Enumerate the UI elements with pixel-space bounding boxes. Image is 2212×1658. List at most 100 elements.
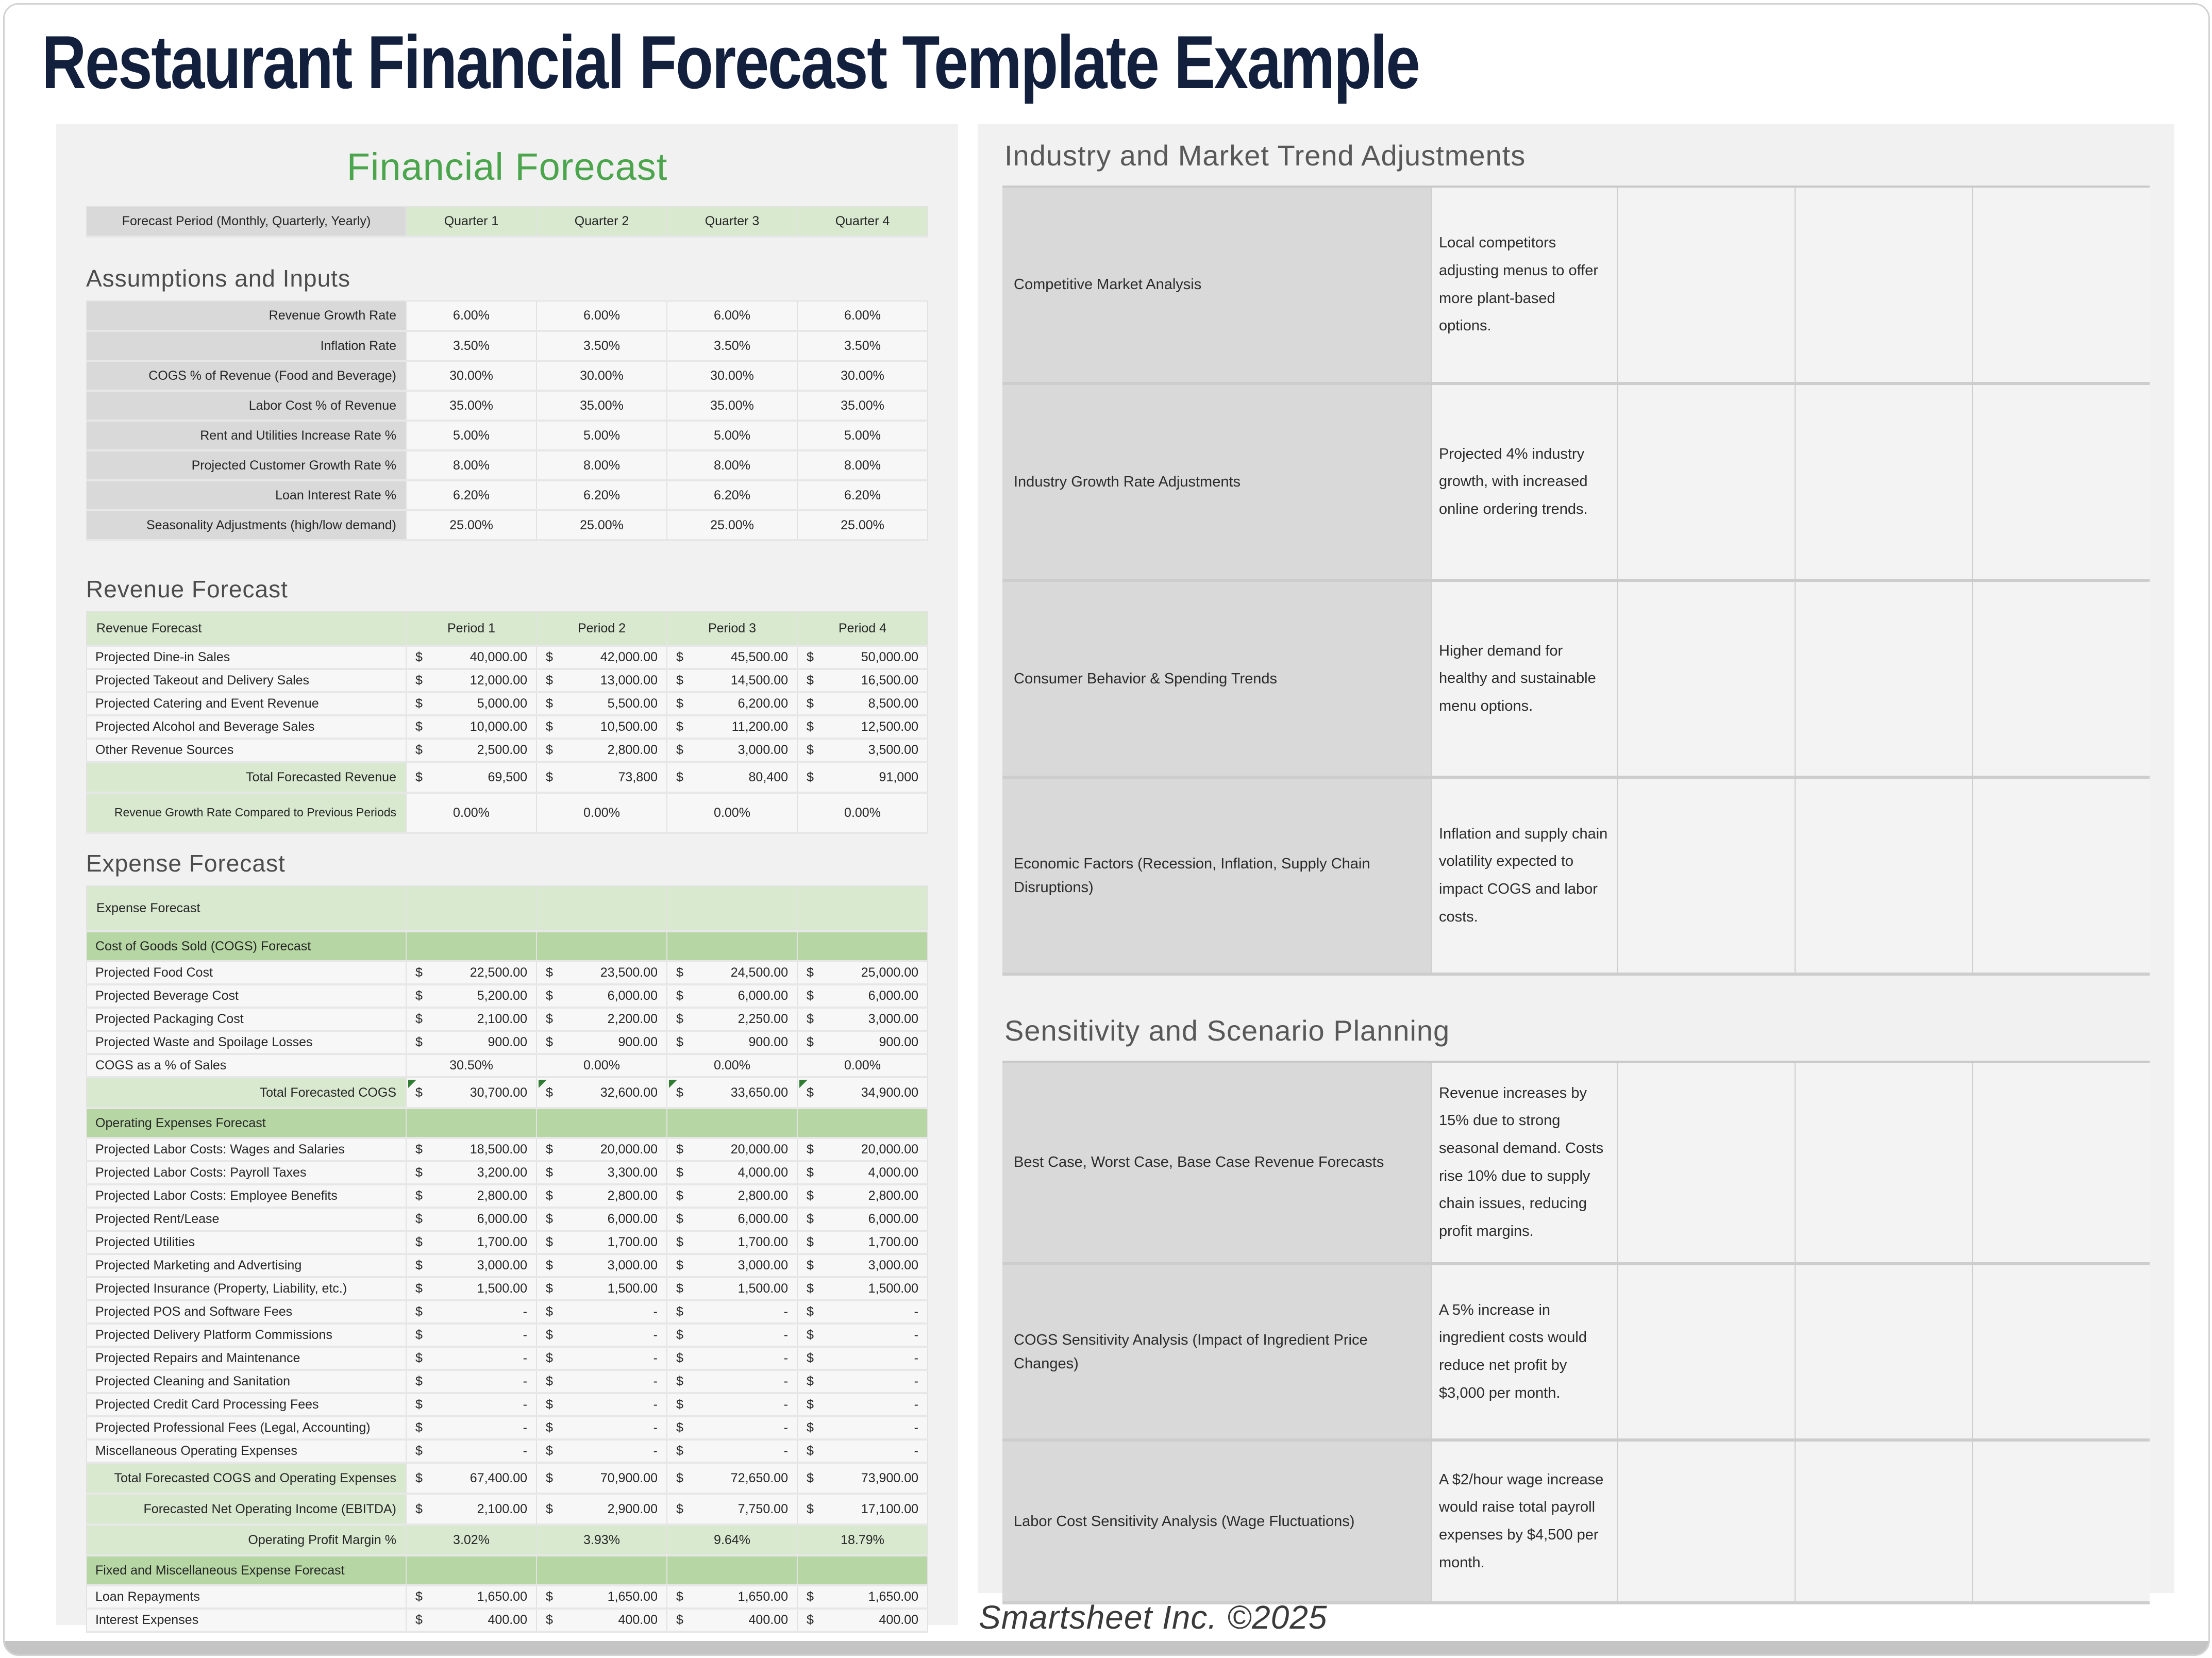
currency-cell[interactable]: $73,900.00 bbox=[797, 1462, 928, 1495]
currency-cell[interactable]: $ - bbox=[666, 1346, 798, 1371]
currency-cell[interactable]: $ - bbox=[666, 1300, 798, 1325]
empty-cell[interactable] bbox=[1795, 187, 1972, 385]
currency-cell[interactable]: $900.00 bbox=[406, 1030, 537, 1055]
empty-cell[interactable] bbox=[1972, 187, 2150, 385]
note-row-label[interactable]: Industry Growth Rate Adjustments bbox=[1002, 383, 1431, 582]
subsection-empty-cell[interactable] bbox=[406, 1108, 537, 1139]
empty-cell[interactable] bbox=[1795, 1440, 1972, 1604]
note-row-label[interactable]: Competitive Market Analysis bbox=[1002, 187, 1431, 385]
currency-cell[interactable]: $14,500.00 bbox=[666, 668, 798, 693]
note-text-cell[interactable]: Local competitors adjusting menus to off… bbox=[1431, 187, 1618, 385]
row-label[interactable]: Projected Repairs and Maintenance bbox=[86, 1346, 407, 1371]
currency-cell[interactable]: $22,500.00 bbox=[406, 961, 537, 985]
empty-cell[interactable] bbox=[1795, 1062, 1972, 1265]
percent-cell[interactable]: 0.00% bbox=[406, 792, 537, 834]
percent-cell[interactable]: 30.00% bbox=[797, 360, 928, 392]
currency-cell[interactable]: $16,500.00 bbox=[797, 668, 928, 693]
currency-cell[interactable]: $1,500.00 bbox=[406, 1277, 537, 1301]
total-row-label[interactable]: Total Forecasted COGS bbox=[86, 1077, 407, 1109]
currency-cell[interactable]: $6,000.00 bbox=[666, 984, 798, 1009]
currency-cell[interactable]: $2,800.00 bbox=[406, 1184, 537, 1209]
header-empty-cell[interactable] bbox=[536, 885, 667, 932]
currency-cell[interactable]: $ - bbox=[406, 1416, 537, 1441]
currency-cell[interactable]: $80,400 bbox=[666, 761, 798, 794]
percent-cell[interactable]: 8.00% bbox=[666, 450, 798, 481]
currency-cell[interactable]: $ - bbox=[797, 1369, 928, 1394]
row-label[interactable]: Projected Labor Costs: Payroll Taxes bbox=[86, 1161, 407, 1185]
row-label[interactable]: Projected Utilities bbox=[86, 1230, 407, 1255]
currency-cell[interactable]: $ - bbox=[666, 1439, 798, 1464]
currency-cell[interactable]: $2,100.00 bbox=[406, 1007, 537, 1032]
currency-cell[interactable]: $ - bbox=[406, 1393, 537, 1417]
expense-table-title[interactable]: Expense Forecast bbox=[86, 885, 407, 932]
currency-cell[interactable]: $ - bbox=[797, 1416, 928, 1441]
currency-cell[interactable]: $12,000.00 bbox=[406, 668, 537, 693]
currency-cell[interactable]: $1,700.00 bbox=[797, 1230, 928, 1255]
currency-cell[interactable]: $20,000.00 bbox=[666, 1137, 798, 1162]
percent-cell[interactable]: 30.50% bbox=[406, 1053, 537, 1078]
percent-cell[interactable]: 35.00% bbox=[666, 390, 798, 422]
currency-cell[interactable]: $3,000.00 bbox=[797, 1007, 928, 1032]
currency-cell[interactable]: $900.00 bbox=[666, 1030, 798, 1055]
percent-cell[interactable]: 6.20% bbox=[536, 480, 667, 511]
percent-cell[interactable]: 25.00% bbox=[406, 510, 537, 541]
row-label[interactable]: Projected Alcohol and Beverage Sales bbox=[86, 715, 407, 740]
row-label[interactable]: Projected Packaging Cost bbox=[86, 1007, 407, 1032]
currency-cell[interactable]: $20,000.00 bbox=[536, 1137, 667, 1162]
header-empty-cell[interactable] bbox=[797, 885, 928, 932]
empty-cell[interactable] bbox=[1617, 1062, 1795, 1265]
header-empty-cell[interactable] bbox=[666, 885, 798, 932]
percent-cell[interactable]: 3.50% bbox=[666, 330, 798, 362]
percent-cell[interactable]: 35.00% bbox=[536, 390, 667, 422]
percent-cell[interactable]: 30.00% bbox=[666, 360, 798, 392]
currency-cell[interactable]: $34,900.00 bbox=[797, 1077, 928, 1109]
currency-cell[interactable]: $6,000.00 bbox=[797, 1207, 928, 1232]
currency-cell[interactable]: $ - bbox=[666, 1369, 798, 1394]
period-header-cell[interactable]: Quarter 4 bbox=[797, 206, 928, 238]
row-label[interactable]: Projected Labor Costs: Wages and Salarie… bbox=[86, 1137, 407, 1162]
percent-cell[interactable]: 8.00% bbox=[536, 450, 667, 481]
currency-cell[interactable]: $1,500.00 bbox=[536, 1277, 667, 1301]
revenue-table-title[interactable]: Revenue Forecast bbox=[86, 611, 407, 647]
currency-cell[interactable]: $2,800.00 bbox=[666, 1184, 798, 1209]
currency-cell[interactable]: $6,200.00 bbox=[666, 692, 798, 716]
percent-cell[interactable]: 35.00% bbox=[797, 390, 928, 422]
currency-cell[interactable]: $6,000.00 bbox=[536, 1207, 667, 1232]
currency-cell[interactable]: $900.00 bbox=[797, 1030, 928, 1055]
currency-cell[interactable]: $2,100.00 bbox=[406, 1493, 537, 1526]
currency-cell[interactable]: $4,000.00 bbox=[666, 1161, 798, 1185]
empty-cell[interactable] bbox=[1617, 1264, 1795, 1442]
empty-cell[interactable] bbox=[1795, 383, 1972, 582]
empty-cell[interactable] bbox=[1972, 777, 2150, 976]
currency-cell[interactable]: $1,650.00 bbox=[406, 1585, 537, 1610]
currency-cell[interactable]: $4,000.00 bbox=[797, 1161, 928, 1185]
currency-cell[interactable]: $11,200.00 bbox=[666, 715, 798, 740]
currency-cell[interactable]: $ - bbox=[536, 1393, 667, 1417]
subsection-label[interactable]: Cost of Goods Sold (COGS) Forecast bbox=[86, 931, 407, 962]
note-row-label[interactable]: COGS Sensitivity Analysis (Impact of Ing… bbox=[1002, 1264, 1431, 1442]
percent-cell[interactable]: 0.00% bbox=[666, 1053, 798, 1078]
currency-cell[interactable]: $25,000.00 bbox=[797, 961, 928, 985]
currency-cell[interactable]: $5,200.00 bbox=[406, 984, 537, 1009]
percent-cell[interactable]: 0.00% bbox=[797, 1053, 928, 1078]
percent-cell[interactable]: 5.00% bbox=[797, 420, 928, 451]
currency-cell[interactable]: $ - bbox=[536, 1300, 667, 1325]
currency-cell[interactable]: $24,500.00 bbox=[666, 961, 798, 985]
currency-cell[interactable]: $42,000.00 bbox=[536, 645, 667, 670]
currency-cell[interactable]: $6,000.00 bbox=[536, 984, 667, 1009]
subsection-empty-cell[interactable] bbox=[536, 1108, 667, 1139]
currency-cell[interactable]: $ - bbox=[666, 1323, 798, 1348]
currency-cell[interactable]: $900.00 bbox=[536, 1030, 667, 1055]
currency-cell[interactable]: $ - bbox=[406, 1300, 537, 1325]
total-row-label[interactable]: Total Forecasted Revenue bbox=[86, 761, 407, 794]
currency-cell[interactable]: $7,750.00 bbox=[666, 1493, 798, 1526]
row-label[interactable]: Projected Professional Fees (Legal, Acco… bbox=[86, 1416, 407, 1441]
currency-cell[interactable]: $3,000.00 bbox=[797, 1253, 928, 1278]
percent-cell[interactable]: 0.00% bbox=[536, 792, 667, 834]
currency-cell[interactable]: $ - bbox=[536, 1439, 667, 1464]
currency-cell[interactable]: $2,200.00 bbox=[536, 1007, 667, 1032]
percent-cell[interactable]: 18.79% bbox=[797, 1524, 928, 1556]
currency-cell[interactable]: $ - bbox=[666, 1416, 798, 1441]
row-label[interactable]: Seasonality Adjustments (high/low demand… bbox=[86, 510, 407, 541]
percent-cell[interactable]: 35.00% bbox=[406, 390, 537, 422]
